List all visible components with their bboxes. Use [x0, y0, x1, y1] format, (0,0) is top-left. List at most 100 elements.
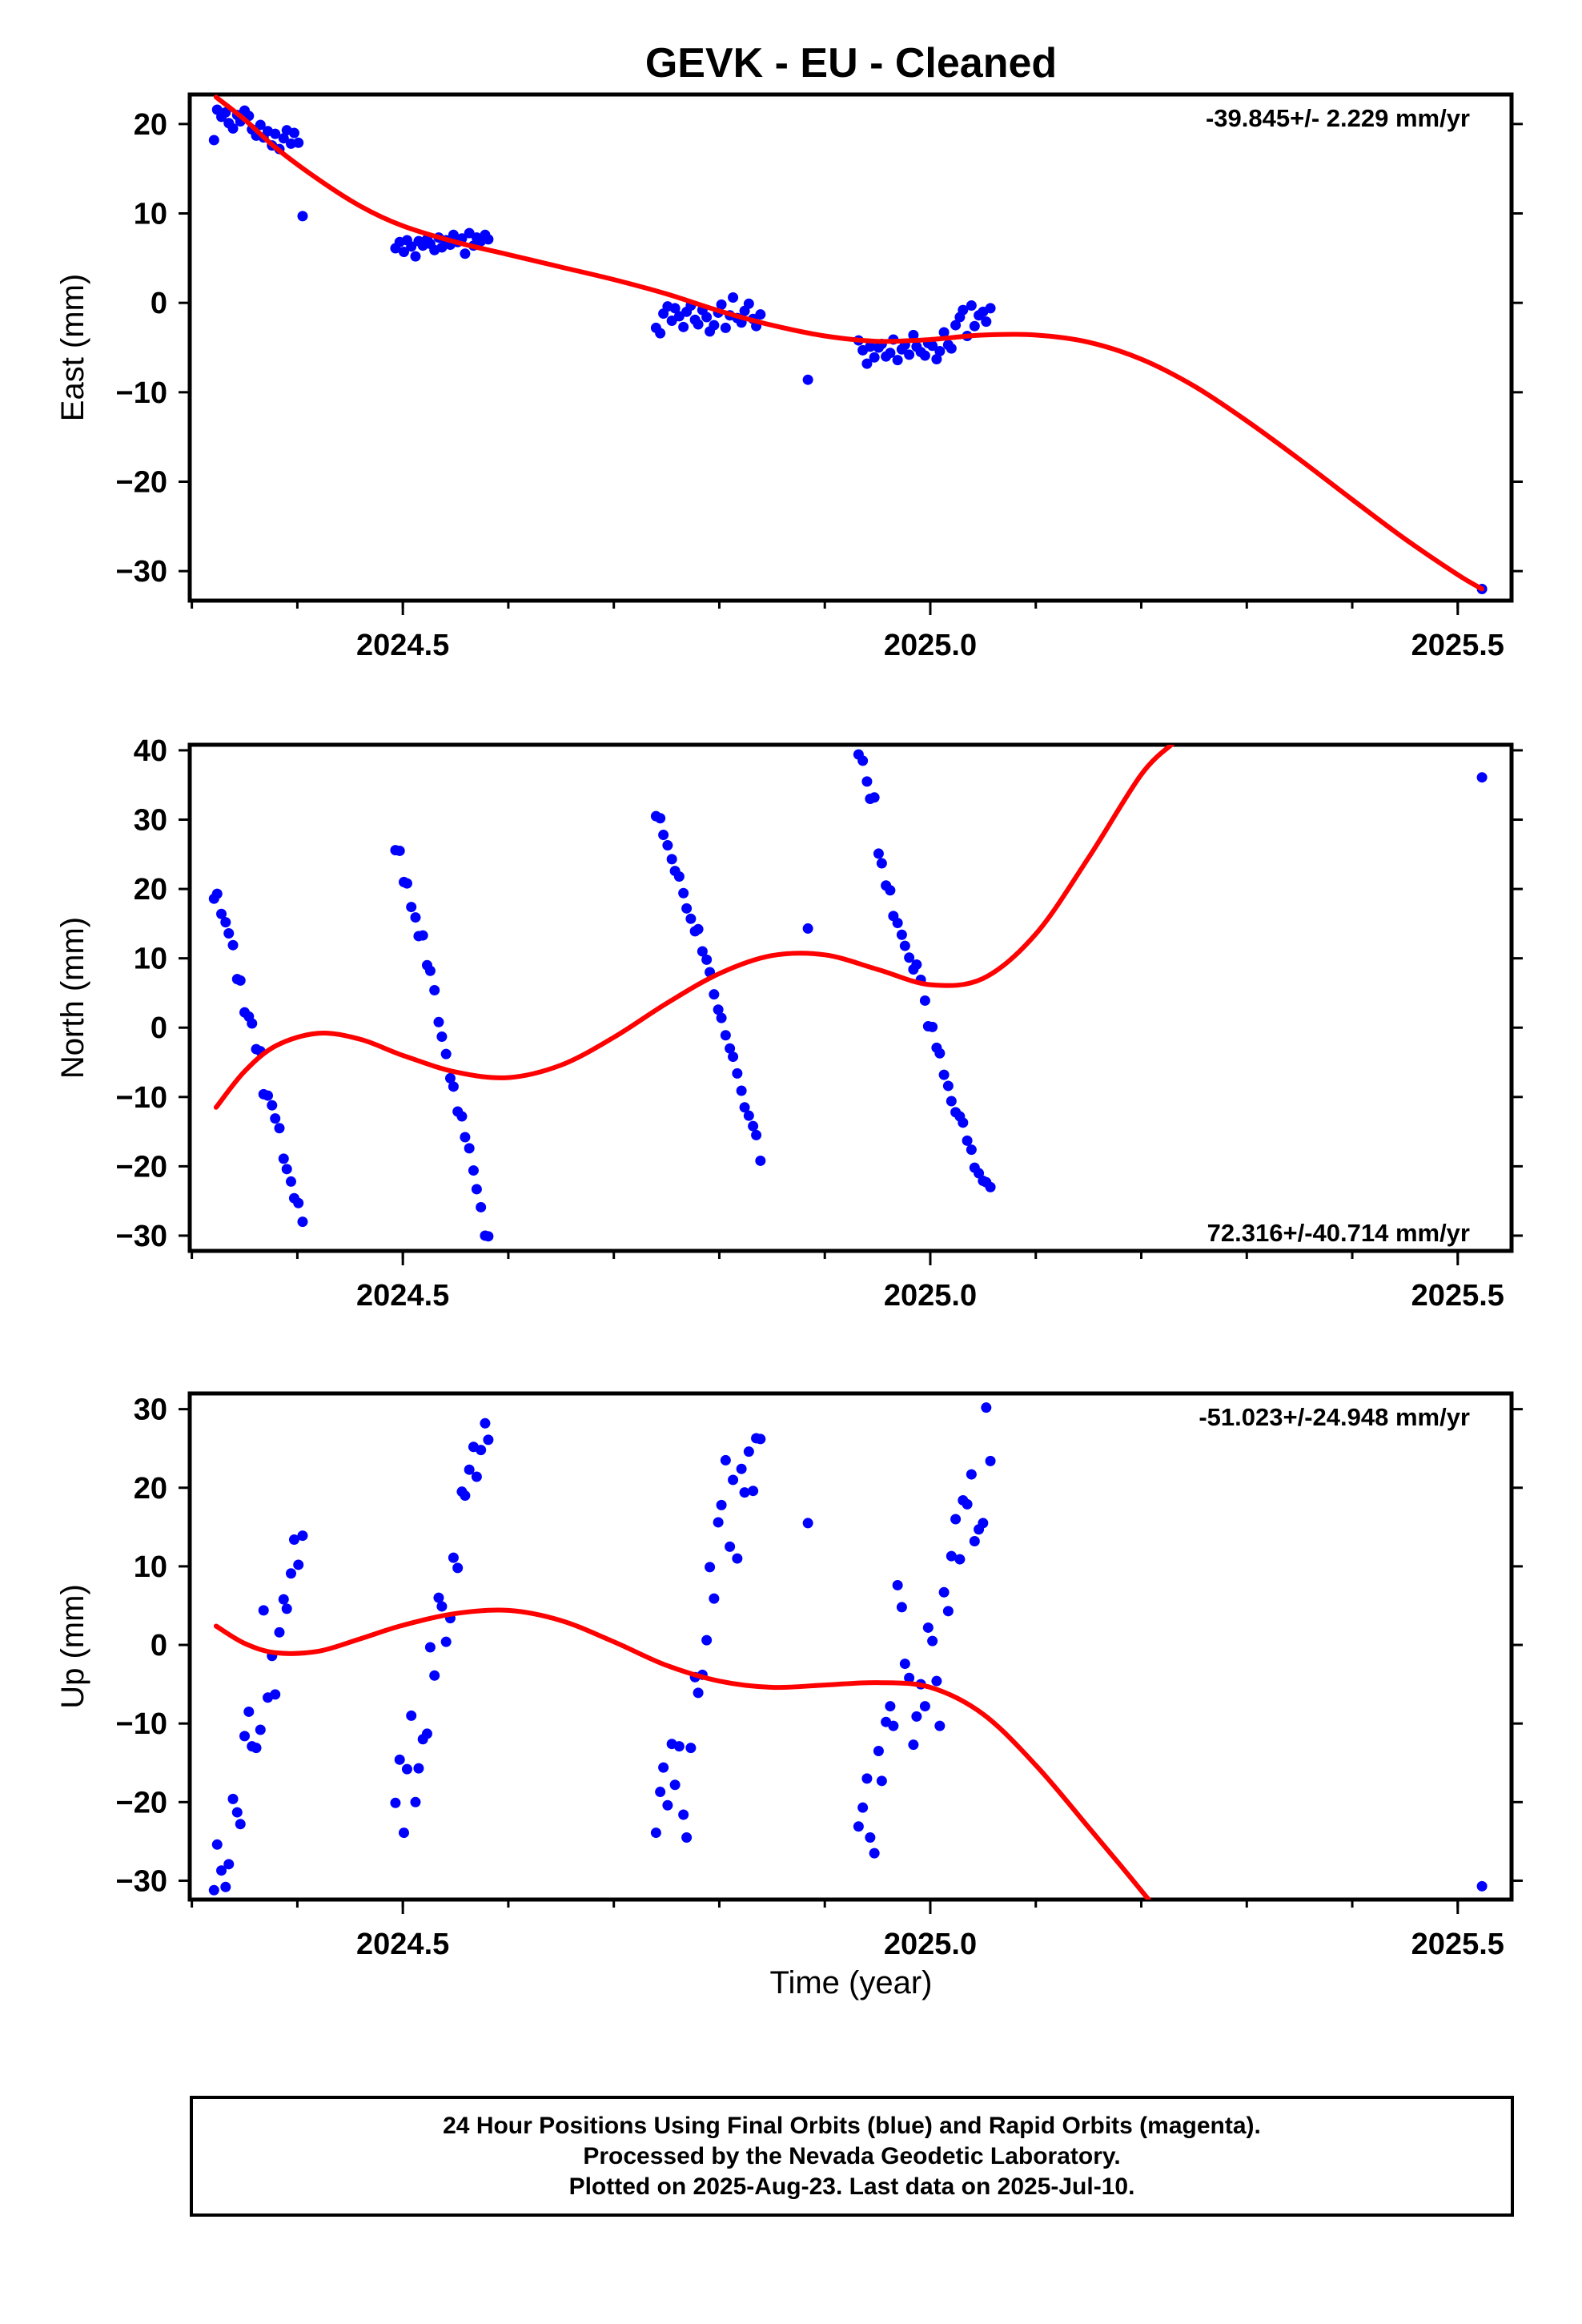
north-data-point: [743, 1110, 754, 1121]
up-y-tick-label: 10: [134, 1550, 167, 1584]
east-data-point: [728, 292, 739, 303]
north-data-point: [270, 1113, 281, 1124]
up-x-tick-label: 2024.5: [356, 1928, 449, 1961]
up-data-point: [911, 1711, 922, 1722]
up-data-point: [865, 1831, 876, 1843]
north-data-point: [662, 840, 673, 851]
up-data-point: [669, 1779, 681, 1791]
north-data-point: [946, 1096, 957, 1107]
east-data-point: [227, 123, 239, 134]
north-y-axis-label: North (mm): [55, 917, 90, 1079]
north-data-point: [211, 888, 223, 899]
north-data-point: [655, 813, 666, 824]
up-data-point: [394, 1754, 405, 1765]
up-data-point: [896, 1602, 907, 1613]
up-data-point: [701, 1634, 713, 1646]
east-data-point: [716, 299, 727, 310]
north-data-point: [748, 1120, 759, 1132]
north-data-point: [658, 830, 669, 841]
east-velocity-label: -39.845+/- 2.229 mm/yr: [1206, 104, 1470, 132]
north-data-point: [471, 1184, 482, 1195]
north-data-point: [267, 1100, 278, 1111]
north-y-tick-label: 20: [134, 873, 167, 907]
east-data-point: [892, 355, 903, 366]
up-data-point: [888, 1720, 899, 1731]
east-data-point: [483, 234, 494, 245]
up-panel: 2024.5 2025.0 2025.5 −30 −20 −10 0 10 20 30 Up (mm…: [55, 1391, 1523, 1961]
east-data-point: [709, 320, 720, 331]
up-data-point: [892, 1579, 903, 1590]
up-data-point: [705, 1562, 716, 1573]
up-data-point: [946, 1550, 957, 1562]
east-data-point: [981, 316, 992, 328]
up-data-point: [220, 1881, 231, 1892]
up-data-point: [876, 1775, 887, 1787]
up-data-point: [802, 1518, 813, 1529]
footer-line-2: Processed by the Nevada Geodetic Laborat…: [583, 2142, 1121, 2169]
north-data-point: [869, 792, 880, 803]
north-data-point: [911, 959, 922, 970]
north-data-point: [429, 984, 440, 995]
east-data-point: [743, 298, 754, 309]
up-data-point: [448, 1552, 459, 1563]
up-data-point: [270, 1689, 281, 1700]
up-data-point: [919, 1701, 930, 1712]
east-y-axis-label: East (mm): [55, 274, 90, 421]
east-panel: 2024.5 2025.0 2025.5 −30 −20 −10 0 10 20 East (mm…: [55, 92, 1523, 662]
north-data-point: [904, 952, 915, 963]
up-y-tick-label: 0: [151, 1629, 167, 1663]
up-data-point: [950, 1514, 962, 1525]
north-data-point: [448, 1081, 459, 1092]
up-data-point: [693, 1687, 704, 1699]
up-data-point: [1476, 1880, 1488, 1892]
north-y-tick-label: 40: [134, 734, 167, 768]
up-data-point: [285, 1568, 296, 1579]
east-data-point: [255, 119, 266, 131]
up-data-point: [223, 1859, 235, 1870]
up-data-point: [452, 1562, 464, 1574]
north-data-point: [755, 1155, 766, 1166]
up-data-point: [678, 1809, 689, 1820]
north-data-point: [802, 923, 813, 934]
north-data-point: [861, 776, 873, 787]
north-x-tick-label: 2025.0: [884, 1279, 977, 1313]
north-data-point: [1476, 772, 1488, 783]
up-data-point: [406, 1710, 417, 1721]
up-data-point: [288, 1534, 299, 1546]
up-data-points: [208, 1402, 1488, 1896]
up-data-point: [904, 1672, 915, 1683]
north-data-point: [942, 1080, 954, 1092]
north-data-point: [885, 885, 896, 896]
north-y-tick-label: −10: [116, 1081, 167, 1115]
north-data-point: [720, 1030, 731, 1041]
north-data-point: [751, 1129, 762, 1140]
north-data-point: [216, 908, 227, 919]
north-data-point: [938, 1069, 950, 1080]
up-velocity-label: -51.023+/-24.948 mm/yr: [1199, 1403, 1470, 1431]
east-data-points: [208, 104, 1488, 594]
north-data-points: [208, 749, 1488, 1242]
up-data-point: [255, 1724, 266, 1735]
east-data-point: [927, 340, 938, 352]
up-data-point: [748, 1486, 759, 1497]
north-data-point: [227, 939, 239, 951]
up-data-point: [243, 1706, 255, 1717]
east-y-tick-label: −20: [116, 465, 167, 499]
north-data-point: [464, 1143, 475, 1154]
east-data-point: [693, 319, 704, 330]
north-data-point: [985, 1181, 996, 1192]
up-data-point: [231, 1807, 243, 1818]
north-data-point: [401, 878, 412, 889]
north-data-point: [456, 1111, 468, 1122]
north-data-point: [966, 1144, 977, 1156]
north-data-point: [235, 975, 246, 986]
up-x-tick-label: 2025.0: [884, 1928, 977, 1961]
up-data-point: [728, 1474, 739, 1486]
north-data-point: [666, 854, 677, 865]
north-data-point: [685, 913, 697, 924]
north-fit-curve: [213, 745, 1175, 1110]
north-data-point: [876, 858, 887, 869]
north-data-point: [673, 870, 685, 882]
north-data-point: [406, 902, 417, 913]
east-data-point: [934, 345, 946, 356]
